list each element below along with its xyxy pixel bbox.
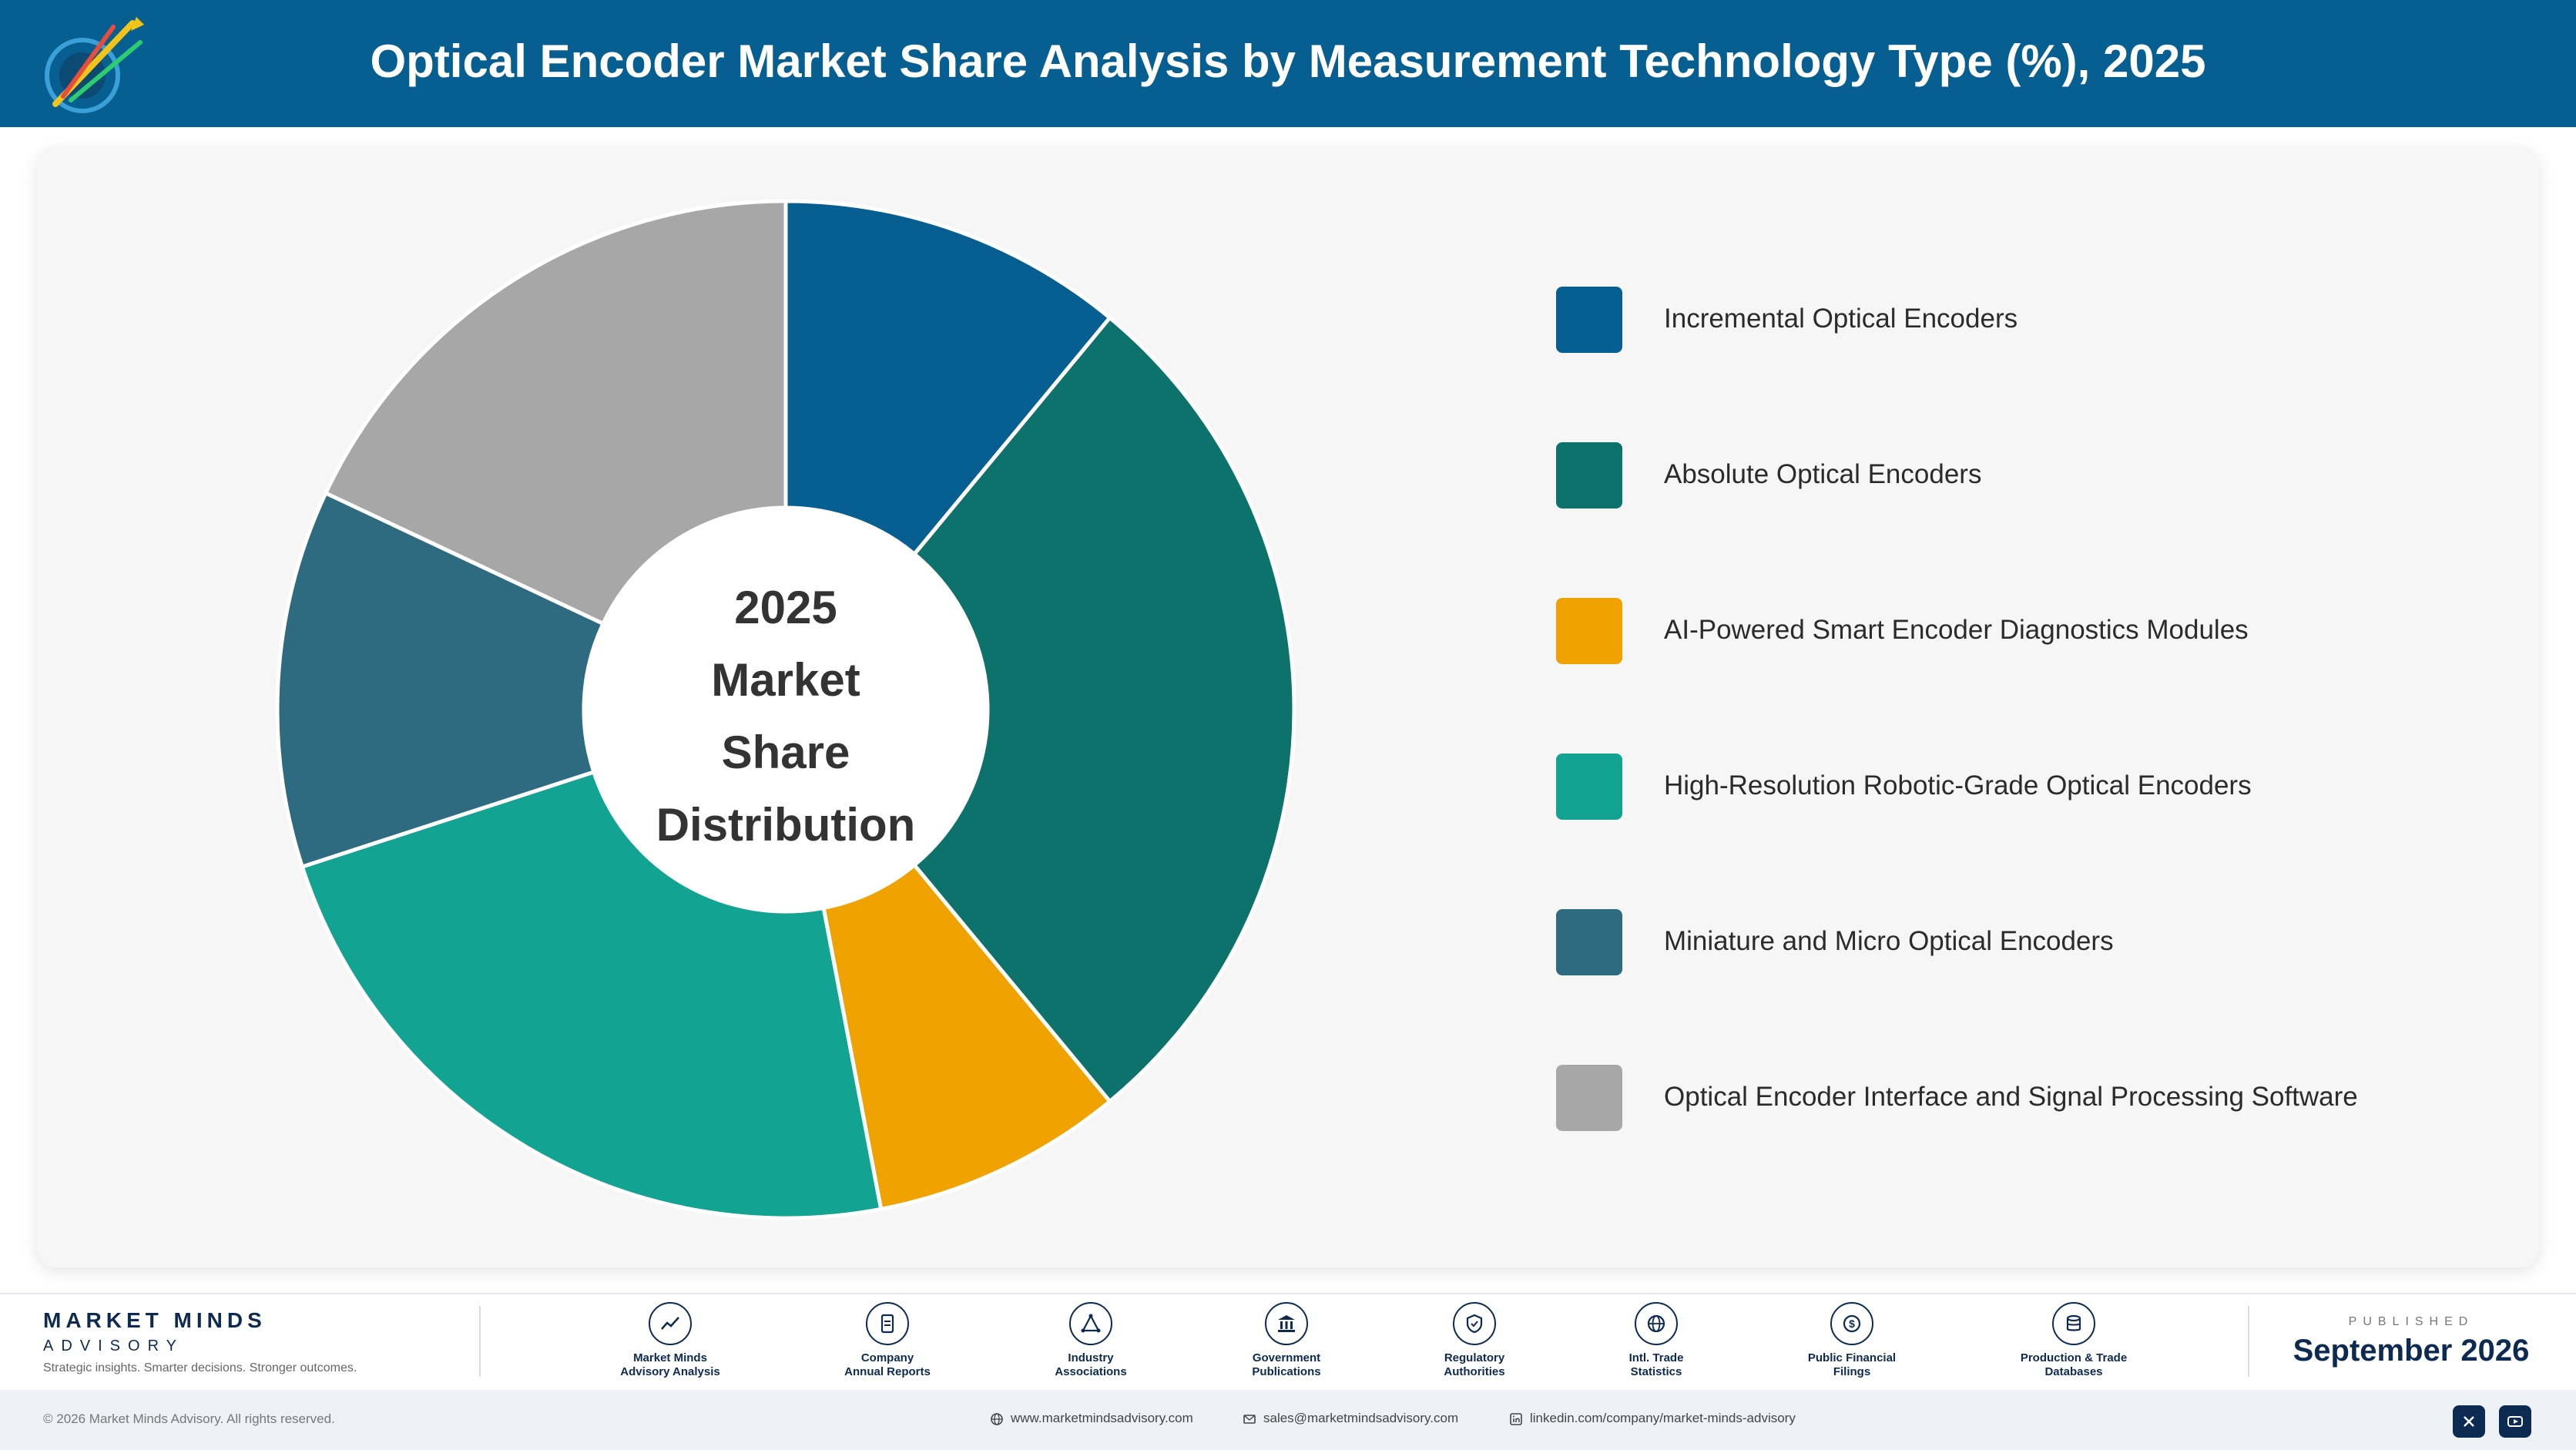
legend-swatch: [1556, 1065, 1622, 1131]
source-label: Public Financial Filings: [1807, 1351, 1897, 1378]
center-label-line3: Distribution: [656, 799, 916, 851]
website-text: www.marketmindsadvisory.com: [1011, 1411, 1193, 1425]
brand-tagline: Strategic insights. Smarter decisions. S…: [43, 1361, 357, 1374]
source-public-financial-filings: $ Public Financial Filings: [1775, 1302, 1929, 1379]
header-bar: Optical Encoder Market Share Analysis by…: [0, 0, 2576, 127]
brand-subtitle: ADVISORY: [43, 1338, 184, 1354]
published-block: PUBLISHED September 2026: [2257, 1315, 2565, 1368]
legend-item: Absolute Optical Encoders: [1556, 442, 2480, 510]
donut-hole: [584, 508, 988, 911]
legend-item: Incremental Optical Encoders: [1556, 287, 2480, 354]
brand-name: MARKET MINDS: [43, 1308, 267, 1332]
mail-icon: [1243, 1414, 1256, 1424]
legend-item: AI-Powered Smart Encoder Diagnostics Mod…: [1556, 598, 2480, 666]
shield-icon: [1453, 1302, 1496, 1345]
footer-divider: [479, 1306, 481, 1377]
source-label: Production & Trade Databases: [2020, 1351, 2128, 1378]
linkedin-icon: [1510, 1412, 1522, 1425]
donut-center-label: 2025 Market Share Distribution: [656, 582, 916, 851]
database-icon: [2052, 1302, 2095, 1345]
donut-slice-1: [783, 199, 1113, 557]
source-label: Industry Associations: [1055, 1351, 1127, 1378]
center-label-year: 2025: [734, 582, 837, 633]
company-logo: [45, 17, 144, 113]
source-government-publications: Government Publications: [1209, 1302, 1363, 1379]
svg-text:$: $: [1849, 1317, 1855, 1330]
legend-item: High-Resolution Robotic-Grade Optical En…: [1556, 754, 2480, 821]
legend-label: Miniature and Micro Optical Encoders: [1664, 926, 2114, 956]
source-company-annual-reports: Company Annual Reports: [810, 1302, 964, 1379]
dollar-icon: $: [1830, 1302, 1873, 1345]
legend-swatch: [1556, 598, 1622, 664]
legend-label: Absolute Optical Encoders: [1664, 459, 1982, 489]
source-label: Regulatory Authorities: [1444, 1351, 1505, 1378]
network-icon: [1069, 1302, 1112, 1345]
trend-icon: [649, 1302, 692, 1345]
legend-label: Optical Encoder Interface and Signal Pro…: [1664, 1082, 2358, 1112]
published-date: September 2026: [2293, 1334, 2530, 1368]
copyright-text: © 2026 Market Minds Advisory. All rights…: [43, 1411, 335, 1426]
legend-swatch: [1556, 442, 1622, 509]
legend-swatch: [1556, 287, 1622, 353]
legend-label: High-Resolution Robotic-Grade Optical En…: [1664, 770, 2252, 801]
legend-item: Miniature and Micro Optical Encoders: [1556, 909, 2480, 977]
government-icon: [1265, 1302, 1308, 1345]
published-label: PUBLISHED: [2348, 1315, 2474, 1328]
document-icon: [866, 1302, 909, 1345]
linkedin-text: linkedin.com/company/market-minds-adviso…: [1530, 1411, 1796, 1425]
footer-bottom-bar: © 2026 Market Minds Advisory. All rights…: [0, 1390, 2576, 1450]
center-label-line2: Market Share: [711, 654, 860, 778]
source-industry-associations: Industry Associations: [1014, 1302, 1168, 1379]
legend-swatch: [1556, 754, 1622, 820]
legend-swatch: [1556, 909, 1622, 975]
source-label: Market Minds Advisory Analysis: [620, 1351, 720, 1378]
source-regulatory-authorities: Regulatory Authorities: [1397, 1302, 1551, 1379]
website-link[interactable]: www.marketmindsadvisory.com: [989, 1411, 1193, 1427]
globe-icon: [1635, 1302, 1678, 1345]
youtube-icon: [2507, 1416, 2523, 1427]
page-title: Optical Encoder Market Share Analysis by…: [370, 35, 2206, 87]
source-label: Intl. Trade Statistics: [1628, 1351, 1684, 1378]
footer-divider: [2248, 1306, 2249, 1377]
email-link[interactable]: sales@marketmindsadvisory.com: [1242, 1411, 1458, 1427]
source-production-trade-databases: Production & Trade Databases: [1997, 1302, 2151, 1379]
x-icon: [2464, 1416, 2474, 1427]
email-text: sales@marketmindsadvisory.com: [1263, 1411, 1459, 1425]
youtube-social-button[interactable]: [2499, 1405, 2531, 1438]
footer-brand: MARKET MINDS ADVISORY Strategic insights…: [43, 1308, 357, 1375]
legend-label: AI-Powered Smart Encoder Diagnostics Mod…: [1664, 615, 2249, 645]
globe-icon: [991, 1412, 1003, 1425]
legend-item: Optical Encoder Interface and Signal Pro…: [1556, 1065, 2480, 1133]
linkedin-link[interactable]: linkedin.com/company/market-minds-adviso…: [1508, 1411, 1796, 1427]
source-intl-trade-statistics: Intl. Trade Statistics: [1579, 1302, 1733, 1379]
source-market-minds-analysis: Market Minds Advisory Analysis: [593, 1302, 747, 1379]
donut-slice-2: [911, 314, 1296, 1105]
source-label: Company Annual Reports: [844, 1351, 931, 1378]
legend-label: Incremental Optical Encoders: [1664, 304, 2018, 334]
x-social-button[interactable]: [2453, 1405, 2485, 1438]
source-label: Government Publications: [1252, 1351, 1321, 1378]
